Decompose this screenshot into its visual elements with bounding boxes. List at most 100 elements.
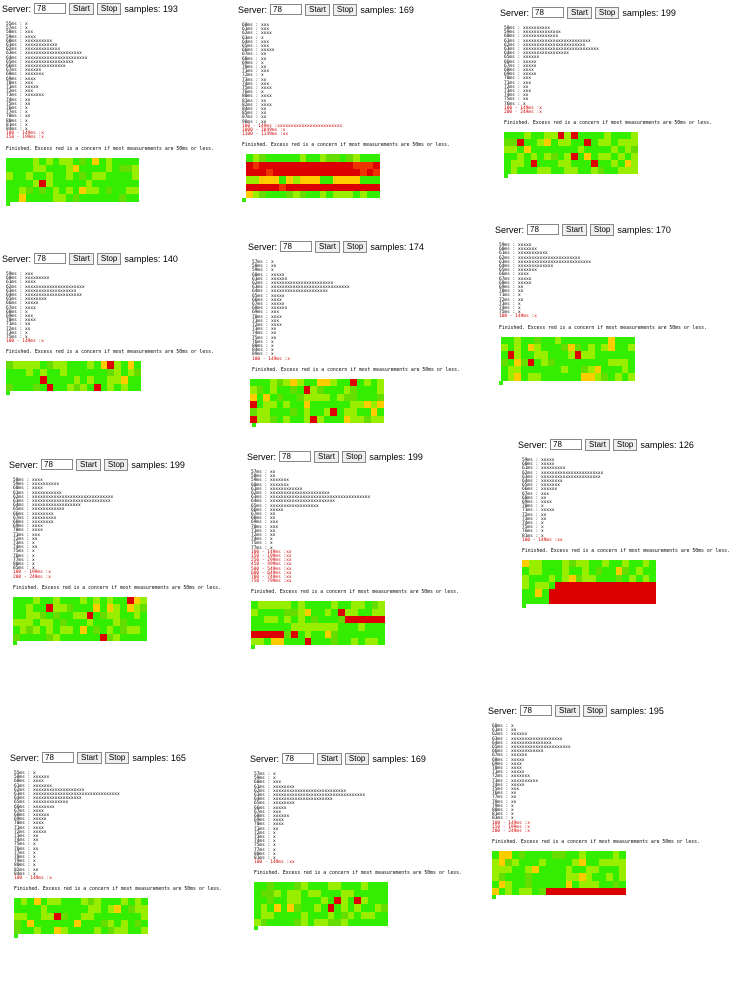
heatmap-cell (535, 582, 543, 590)
heatmap-cell (334, 882, 342, 890)
start-button[interactable]: Start (76, 458, 101, 471)
stop-button[interactable]: Stop (332, 3, 358, 16)
heatmap-cell (140, 618, 147, 627)
heatmap-cell (363, 393, 371, 401)
histogram-row: 66ms : xxxxx (6, 301, 39, 307)
start-button[interactable]: Start (317, 752, 342, 765)
heatmap-cell (320, 897, 328, 905)
heatmap-cell (304, 616, 312, 624)
histogram-row: 67ms : xxxx (14, 808, 44, 814)
heatmap-cell (286, 154, 293, 162)
start-button[interactable]: Start (305, 3, 330, 16)
server-input[interactable] (279, 451, 312, 462)
start-button[interactable]: Start (562, 223, 587, 236)
server-input[interactable] (527, 224, 560, 235)
heatmap-cell (34, 927, 41, 935)
stop-button[interactable]: Stop (344, 752, 370, 765)
heatmap-cell (628, 373, 635, 381)
histogram-row-slow: 500 - 549ms :xx (251, 566, 292, 572)
server-input[interactable] (34, 253, 67, 264)
latency-histogram: 55ms : x 58ms : xxxxxx 60ms : xxxx 61ms : x… (14, 771, 222, 881)
start-button[interactable]: Start (585, 438, 610, 451)
heatmap-cell (572, 880, 580, 888)
heatmap-cell (125, 194, 133, 202)
histogram-row: 73ms : x (6, 330, 28, 336)
histogram-row: 62ms : xxxxxxxxxxxxxxxxxxxxxxxxxxx (254, 788, 347, 794)
histogram-row: 61ms : xxxxxxxxx (522, 466, 566, 472)
heatmap-cell (12, 187, 20, 195)
heatmap-cell (357, 415, 364, 423)
start-button[interactable]: Start (567, 6, 592, 19)
heatmap-cell (635, 582, 643, 590)
start-button[interactable]: Start (555, 704, 580, 717)
stop-button[interactable]: Stop (96, 252, 122, 265)
stop-button[interactable]: Stop (589, 223, 615, 236)
server-input[interactable] (34, 3, 67, 14)
heatmap-cell (46, 383, 54, 392)
heatmap-cell (105, 157, 113, 166)
stop-button[interactable]: Stop (341, 450, 367, 463)
heatmap-cell (272, 154, 280, 162)
heatmap-cell (541, 358, 548, 366)
heatmap-cell (557, 167, 565, 175)
heatmap-cell (602, 596, 610, 605)
heatmap-cell (354, 882, 362, 890)
heatmap-cell (252, 191, 260, 199)
heatmap-cell (381, 904, 388, 912)
heatmap-cell (635, 560, 643, 568)
histogram-row: 62ms : xxxxxxxxxxxxx (6, 47, 61, 53)
heatmap-cell (557, 132, 565, 140)
histogram-row: 64ms : xxxxxxxxxxxxxxxxxx (13, 503, 81, 509)
server-input[interactable] (520, 705, 553, 716)
stop-button[interactable]: Stop (96, 2, 122, 15)
server-input[interactable] (280, 241, 313, 252)
heatmap-cell (608, 365, 615, 374)
heatmap-cell (581, 336, 589, 344)
histogram-row: 60ms : xxxxx (522, 462, 555, 468)
heatmap-cell (568, 596, 576, 605)
heatmap-cell (65, 179, 73, 188)
server-input[interactable] (550, 439, 583, 450)
heatmap-cell (279, 154, 287, 162)
server-input[interactable] (270, 4, 303, 15)
heatmap-cell (541, 343, 548, 352)
server-input[interactable] (41, 459, 74, 470)
histogram-row-slow: 200 - 249ms :x (492, 829, 530, 835)
start-button[interactable]: Start (315, 240, 340, 253)
heatmap-cell (134, 383, 141, 392)
stop-button[interactable]: Stop (342, 240, 368, 253)
heatmap-cell (518, 851, 526, 859)
start-button[interactable]: Start (69, 252, 94, 265)
heatmap-cell (512, 887, 519, 896)
server-input[interactable] (282, 753, 315, 764)
heatmap-partial-row (522, 604, 526, 609)
start-button[interactable]: Start (77, 751, 102, 764)
heatmap-cell (554, 365, 562, 374)
heatmap-cell (72, 194, 80, 202)
heatmap-cell (614, 336, 622, 344)
heatmap-cell (46, 361, 54, 369)
stop-button[interactable]: Stop (104, 751, 130, 764)
start-button[interactable]: Start (69, 2, 94, 15)
stop-button[interactable]: Stop (582, 704, 608, 717)
stop-button[interactable]: Stop (594, 6, 620, 19)
heatmap-cell (294, 904, 301, 912)
heatmap-cell (628, 336, 635, 344)
heatmap-cell (517, 146, 525, 154)
histogram-row: 69ms : xxxx (254, 818, 284, 824)
heatmap-cell (557, 146, 565, 154)
heatmap-cell (27, 905, 35, 913)
server-label: Server: (10, 752, 40, 763)
heatmap-cell (53, 611, 60, 619)
stop-button[interactable]: Stop (103, 458, 129, 471)
heatmap-cell (284, 630, 292, 639)
heatmap-partial-row (6, 391, 10, 396)
heatmap-cell (320, 889, 328, 898)
server-input[interactable] (42, 752, 75, 763)
heatmap-cell (514, 343, 522, 352)
start-button[interactable]: Start (314, 450, 339, 463)
stop-button[interactable]: Stop (612, 438, 638, 451)
server-input[interactable] (532, 7, 565, 18)
heatmap-cell (649, 596, 656, 605)
